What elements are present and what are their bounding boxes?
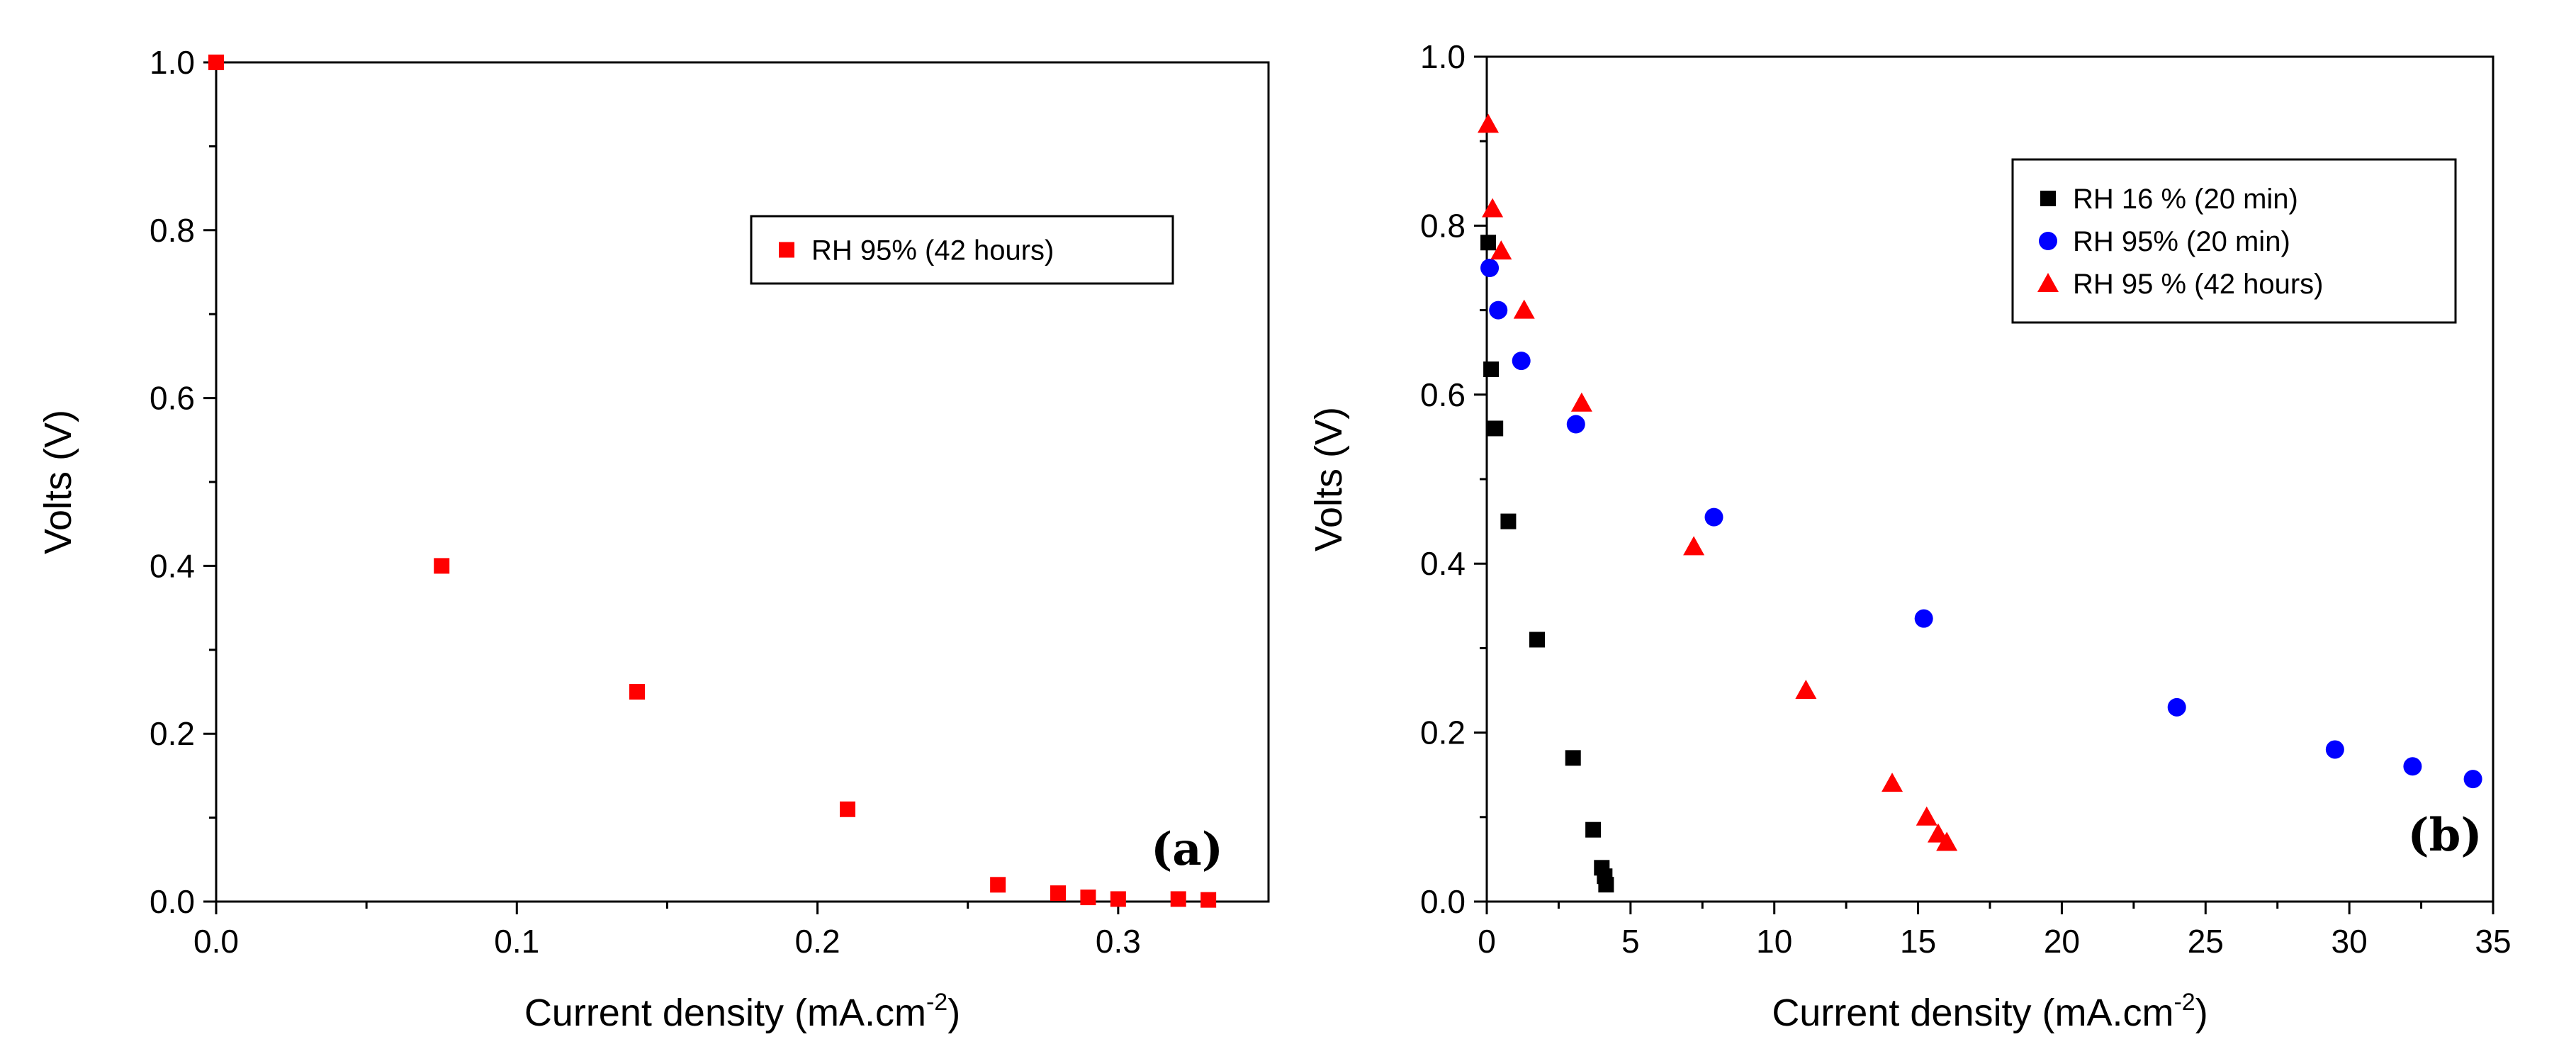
data-point bbox=[1490, 240, 1512, 260]
y-tick-label: 1.0 bbox=[1420, 38, 1466, 75]
x-tick-label: 35 bbox=[2475, 923, 2511, 960]
legend-marker bbox=[2040, 191, 2056, 206]
data-point bbox=[1565, 750, 1581, 766]
data-point bbox=[1585, 821, 1602, 838]
data-point bbox=[1480, 235, 1497, 251]
legend-box bbox=[750, 215, 1174, 285]
legend-entry-label: RH 95 % (42 hours) bbox=[2073, 269, 2323, 300]
data-point bbox=[1529, 632, 1545, 648]
y-axis-a: 0.0 0.2 0.4 0.6 0.8 1.0 bbox=[150, 44, 216, 920]
data-point bbox=[1050, 885, 1066, 902]
y-axis-title-b: Volts (V) bbox=[1307, 407, 1350, 551]
data-point bbox=[1916, 806, 1937, 826]
chart-panel-b: 0 5 10 15 20 25 30 35 0.0 0.2 0.4 0.6 0.8 1.0 Curren… bbox=[1307, 38, 2512, 1034]
y-tick-label: 0.0 bbox=[150, 883, 195, 920]
data-point bbox=[629, 684, 645, 700]
data-point bbox=[1487, 420, 1504, 437]
x-tick-label: 0 bbox=[1478, 923, 1496, 960]
data-point bbox=[208, 55, 224, 70]
y-tick-label: 1.0 bbox=[150, 44, 195, 81]
x-tick-label: 5 bbox=[1621, 923, 1640, 960]
data-point bbox=[1598, 877, 1614, 893]
panel-label-b: (b) bbox=[2407, 809, 2482, 862]
x-tick-label: 0.2 bbox=[795, 923, 840, 960]
data-point bbox=[1570, 392, 1592, 412]
chart-panel-a: 0.0 0.1 0.2 0.3 0.0 0.2 0.4 0.6 0.8 1.0 Current … bbox=[37, 44, 1270, 1034]
data-point bbox=[1927, 823, 1949, 843]
data-point bbox=[1110, 891, 1126, 907]
legend-entry-label: RH 16 % (20 min) bbox=[2073, 184, 2298, 215]
data-point bbox=[2325, 740, 2344, 759]
data-points-b bbox=[1478, 113, 2482, 893]
y-tick-label: 0.8 bbox=[1420, 207, 1466, 244]
y-axis-b: 0.0 0.2 0.4 0.6 0.8 1.0 bbox=[1420, 38, 1487, 920]
legend-b: RH 16 % (20 min) RH 95% (20 min) RH 95 % (… bbox=[2011, 158, 2457, 324]
data-point bbox=[1512, 352, 1531, 371]
x-tick-label: 0.1 bbox=[494, 923, 539, 960]
plot-frame-a bbox=[215, 61, 1270, 903]
x-tick-label: 0.3 bbox=[1096, 923, 1141, 960]
x-tick-label: 0.0 bbox=[193, 923, 239, 960]
data-point bbox=[2463, 770, 2482, 789]
data-point bbox=[1566, 415, 1585, 434]
legend-marker bbox=[2039, 232, 2057, 250]
legend-marker bbox=[2037, 273, 2059, 292]
panel-label-a: (a) bbox=[1151, 823, 1223, 876]
x-tick-label: 10 bbox=[1756, 923, 1792, 960]
x-axis-title-a: Current density (mA.cm-2) bbox=[524, 989, 960, 1034]
legend-a: RH 95% (42 hours) bbox=[750, 215, 1174, 285]
data-point bbox=[840, 801, 855, 817]
data-point bbox=[990, 877, 1006, 893]
data-point bbox=[1483, 361, 1500, 378]
y-tick-label: 0.4 bbox=[1420, 545, 1466, 582]
y-tick-label: 0.8 bbox=[150, 212, 195, 249]
data-point bbox=[1480, 259, 1500, 277]
y-tick-label: 0.2 bbox=[150, 715, 195, 752]
legend-entry-label: RH 95% (20 min) bbox=[2073, 226, 2290, 257]
x-axis-a: 0.0 0.1 0.2 0.3 bbox=[193, 902, 1141, 960]
data-point bbox=[1500, 513, 1517, 529]
y-tick-label: 0.0 bbox=[1420, 883, 1466, 920]
y-axis-title-a: Volts (V) bbox=[37, 410, 79, 554]
x-axis-title-b: Current density (mA.cm-2) bbox=[1772, 989, 2207, 1034]
data-points-a bbox=[208, 55, 1217, 908]
y-tick-label: 0.6 bbox=[1420, 376, 1466, 413]
y-tick-label: 0.4 bbox=[150, 547, 195, 584]
data-point bbox=[1478, 113, 1500, 133]
legend-entry-label: RH 95% (42 hours) bbox=[811, 235, 1054, 267]
x-tick-label: 15 bbox=[1900, 923, 1936, 960]
data-point bbox=[1914, 609, 1933, 628]
data-point bbox=[1482, 198, 1504, 218]
x-tick-label: 30 bbox=[2332, 923, 2368, 960]
data-point bbox=[1704, 507, 1723, 527]
data-point bbox=[1200, 892, 1217, 908]
x-tick-label: 25 bbox=[2188, 923, 2224, 960]
legend-marker bbox=[779, 242, 794, 258]
legend-box bbox=[2011, 158, 2457, 324]
y-tick-label: 0.6 bbox=[150, 380, 195, 417]
data-point bbox=[2403, 757, 2422, 776]
data-point bbox=[1795, 680, 1817, 699]
data-point bbox=[434, 558, 450, 574]
data-point bbox=[1936, 831, 1958, 851]
data-point bbox=[1882, 773, 1903, 792]
x-tick-label: 20 bbox=[2044, 923, 2080, 960]
y-tick-label: 0.2 bbox=[1420, 714, 1466, 751]
x-axis-b: 0 5 10 15 20 25 30 35 bbox=[1478, 902, 2512, 960]
data-point bbox=[1683, 536, 1705, 556]
data-point bbox=[1170, 891, 1186, 907]
data-point bbox=[1489, 301, 1508, 320]
data-point bbox=[1080, 890, 1096, 906]
data-point bbox=[2167, 697, 2186, 717]
data-point bbox=[1513, 299, 1535, 319]
